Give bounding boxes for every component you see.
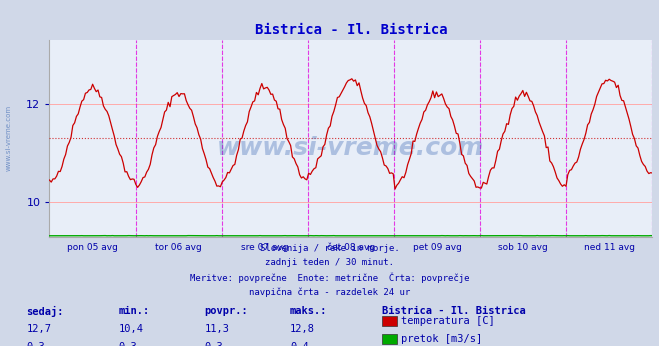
Text: pon 05 avg: pon 05 avg — [67, 243, 118, 252]
Text: pet 09 avg: pet 09 avg — [413, 243, 461, 252]
Text: www.si-vreme.com: www.si-vreme.com — [5, 105, 12, 172]
Text: navpična črta - razdelek 24 ur: navpična črta - razdelek 24 ur — [249, 288, 410, 297]
Text: 12,8: 12,8 — [290, 324, 315, 334]
Text: pretok [m3/s]: pretok [m3/s] — [401, 334, 482, 344]
Text: 12,7: 12,7 — [26, 324, 51, 334]
Text: 0,4: 0,4 — [290, 342, 308, 346]
Text: ned 11 avg: ned 11 avg — [584, 243, 635, 252]
Text: maks.:: maks.: — [290, 306, 328, 316]
Text: Slovenija / reke in morje.: Slovenija / reke in morje. — [260, 244, 399, 253]
Text: temperatura [C]: temperatura [C] — [401, 316, 494, 326]
Text: 0,3: 0,3 — [26, 342, 45, 346]
Text: sre 07 avg: sre 07 avg — [241, 243, 289, 252]
Title: Bistrica - Il. Bistrica: Bistrica - Il. Bistrica — [254, 23, 447, 37]
Text: 0,3: 0,3 — [119, 342, 137, 346]
Text: min.:: min.: — [119, 306, 150, 316]
Text: povpr.:: povpr.: — [204, 306, 248, 316]
Text: 11,3: 11,3 — [204, 324, 229, 334]
Text: čet 08 avg: čet 08 avg — [327, 243, 375, 253]
Text: 10,4: 10,4 — [119, 324, 144, 334]
Text: 0,3: 0,3 — [204, 342, 223, 346]
Text: sob 10 avg: sob 10 avg — [498, 243, 548, 252]
Text: tor 06 avg: tor 06 avg — [156, 243, 202, 252]
Text: www.si-vreme.com: www.si-vreme.com — [217, 136, 484, 160]
Text: Bistrica - Il. Bistrica: Bistrica - Il. Bistrica — [382, 306, 526, 316]
Text: sedaj:: sedaj: — [26, 306, 64, 317]
Text: zadnji teden / 30 minut.: zadnji teden / 30 minut. — [265, 258, 394, 267]
Text: Meritve: povprečne  Enote: metrične  Črta: povprečje: Meritve: povprečne Enote: metrične Črta:… — [190, 273, 469, 283]
